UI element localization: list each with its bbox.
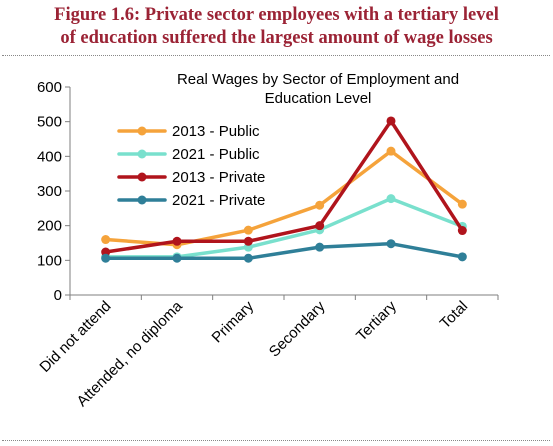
- legend-swatch-marker: [137, 172, 147, 182]
- bottom-divider: [2, 440, 550, 441]
- series-line: [103, 119, 465, 254]
- legend-item: 2021 - Public: [117, 146, 260, 163]
- x-tick-label: Total: [437, 298, 471, 332]
- data-point: [386, 239, 396, 249]
- data-point: [457, 226, 467, 236]
- legend-item: 2013 - Private: [117, 169, 265, 186]
- data-point: [386, 194, 396, 204]
- y-tick-label: 200: [37, 218, 62, 235]
- figure-title-line-1: Figure 1.6: Private sector employees wit…: [54, 5, 499, 25]
- chart-title-line-2: Education Level: [265, 90, 372, 107]
- data-point: [457, 199, 467, 209]
- data-point: [386, 146, 396, 156]
- figure-title-line-2: of education suffered the largest amount…: [60, 28, 493, 48]
- y-tick-label: 500: [37, 114, 62, 131]
- series-line: [103, 149, 465, 247]
- figure-title: Figure 1.6: Private sector employees wit…: [0, 4, 553, 50]
- series-4: [101, 239, 467, 263]
- y-tick-label: 400: [37, 148, 62, 165]
- data-point: [457, 252, 467, 262]
- legend-label: 2021 - Private: [172, 192, 265, 209]
- series-line: [103, 241, 465, 261]
- x-tick-label: Primary: [209, 297, 258, 346]
- chart-series: [101, 116, 467, 263]
- data-point: [172, 236, 182, 246]
- y-tick-label: 300: [37, 183, 62, 200]
- legend-item: 2021 - Private: [117, 192, 265, 209]
- series-3: [101, 116, 467, 257]
- data-point: [386, 116, 396, 126]
- data-point: [243, 253, 253, 263]
- data-point: [101, 253, 111, 263]
- data-point: [243, 225, 253, 235]
- legend-swatch-marker: [137, 126, 147, 136]
- y-tick-label: 600: [37, 79, 62, 96]
- data-point: [315, 242, 325, 252]
- data-point: [101, 235, 111, 245]
- y-tick-label: 100: [37, 252, 62, 269]
- legend-item: 2013 - Public: [117, 123, 260, 140]
- legend-label: 2021 - Public: [172, 146, 260, 163]
- data-point: [172, 253, 182, 263]
- x-tick-label: Tertiary: [353, 297, 400, 344]
- legend-swatch-marker: [137, 149, 147, 159]
- chart-title-line-1: Real Wages by Sector of Employment and: [177, 71, 459, 88]
- legend-label: 2013 - Private: [172, 169, 265, 186]
- chart-legend: 2013 - Public 2021 - Public 2013 - Private…: [117, 123, 265, 209]
- y-tick-label: 0: [54, 287, 62, 304]
- x-tick-label: Secondary: [266, 297, 329, 360]
- data-point: [315, 221, 325, 231]
- legend-label: 2013 - Public: [172, 123, 260, 140]
- x-tick-label: Did not attend: [36, 298, 114, 376]
- data-point: [315, 200, 325, 210]
- data-point: [101, 247, 111, 257]
- legend-swatch-marker: [137, 195, 147, 205]
- data-point: [243, 236, 253, 246]
- title-divider: [2, 55, 550, 56]
